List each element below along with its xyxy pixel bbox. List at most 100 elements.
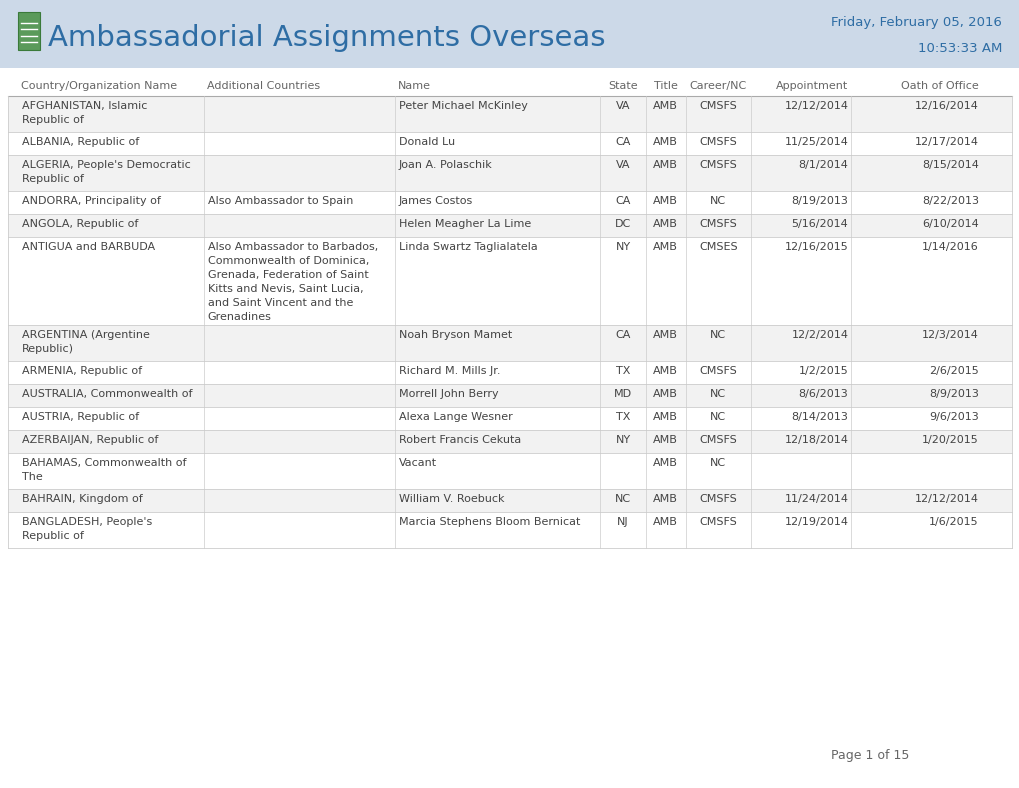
Text: Vacant: Vacant — [398, 458, 436, 468]
Text: Name: Name — [397, 81, 430, 91]
Text: Also Ambassador to Spain: Also Ambassador to Spain — [208, 196, 353, 206]
Text: Oath of Office: Oath of Office — [900, 81, 978, 91]
Text: Appointment: Appointment — [775, 81, 848, 91]
FancyBboxPatch shape — [8, 214, 1011, 237]
Text: CMSFS: CMSFS — [699, 160, 737, 170]
FancyBboxPatch shape — [8, 132, 1011, 155]
Text: AMB: AMB — [652, 196, 678, 206]
Text: Additional Countries: Additional Countries — [207, 81, 320, 91]
Text: NC: NC — [709, 196, 726, 206]
FancyBboxPatch shape — [8, 237, 1011, 325]
FancyBboxPatch shape — [8, 512, 1011, 548]
Text: Linda Swartz Taglialatela: Linda Swartz Taglialatela — [398, 242, 537, 252]
FancyBboxPatch shape — [8, 453, 1011, 489]
Text: ARGENTINA (Argentine
Republic): ARGENTINA (Argentine Republic) — [22, 330, 150, 354]
Text: Marcia Stephens Bloom Bernicat: Marcia Stephens Bloom Bernicat — [398, 517, 580, 527]
Text: ALBANIA, Republic of: ALBANIA, Republic of — [22, 137, 140, 147]
FancyBboxPatch shape — [8, 325, 1011, 361]
Text: William V. Roebuck: William V. Roebuck — [398, 494, 503, 504]
Text: 1/6/2015: 1/6/2015 — [928, 517, 978, 527]
Text: Career/NC: Career/NC — [689, 81, 746, 91]
Text: AZERBAIJAN, Republic of: AZERBAIJAN, Republic of — [22, 435, 158, 445]
Text: BAHAMAS, Commonwealth of
The: BAHAMAS, Commonwealth of The — [22, 458, 186, 482]
Text: 12/12/2014: 12/12/2014 — [914, 494, 978, 504]
Text: Page 1 of 15: Page 1 of 15 — [830, 749, 908, 761]
Text: 8/19/2013: 8/19/2013 — [791, 196, 848, 206]
Text: VA: VA — [615, 101, 630, 111]
Text: Richard M. Mills Jr.: Richard M. Mills Jr. — [398, 366, 499, 376]
Text: CMSFS: CMSFS — [699, 101, 737, 111]
Text: AMB: AMB — [652, 366, 678, 376]
Text: ALGERIA, People's Democratic
Republic of: ALGERIA, People's Democratic Republic of — [22, 160, 191, 184]
Text: Peter Michael McKinley: Peter Michael McKinley — [398, 101, 527, 111]
Text: NC: NC — [709, 389, 726, 399]
Text: AMB: AMB — [652, 330, 678, 340]
Text: AMB: AMB — [652, 101, 678, 111]
Text: 11/24/2014: 11/24/2014 — [784, 494, 848, 504]
Text: 8/6/2013: 8/6/2013 — [798, 389, 848, 399]
Text: DC: DC — [614, 219, 631, 229]
FancyBboxPatch shape — [8, 96, 1011, 132]
Text: 12/19/2014: 12/19/2014 — [784, 517, 848, 527]
Text: Alexa Lange Wesner: Alexa Lange Wesner — [398, 412, 512, 422]
Text: 8/15/2014: 8/15/2014 — [921, 160, 978, 170]
Text: CMSFS: CMSFS — [699, 494, 737, 504]
Text: CMSFS: CMSFS — [699, 219, 737, 229]
FancyBboxPatch shape — [8, 489, 1011, 512]
Text: 12/16/2015: 12/16/2015 — [784, 242, 848, 252]
Text: AFGHANISTAN, Islamic
Republic of: AFGHANISTAN, Islamic Republic of — [22, 101, 148, 125]
Text: CMSES: CMSES — [698, 242, 737, 252]
Text: 12/17/2014: 12/17/2014 — [914, 137, 978, 147]
Text: James Costos: James Costos — [398, 196, 473, 206]
Text: Ambassadorial Assignments Overseas: Ambassadorial Assignments Overseas — [48, 24, 605, 52]
Text: 2/6/2015: 2/6/2015 — [928, 366, 978, 376]
Text: State: State — [607, 81, 637, 91]
Text: 6/10/2014: 6/10/2014 — [921, 219, 978, 229]
Text: 1/14/2016: 1/14/2016 — [921, 242, 978, 252]
FancyBboxPatch shape — [8, 430, 1011, 453]
Text: Noah Bryson Mamet: Noah Bryson Mamet — [398, 330, 512, 340]
Text: 5/16/2014: 5/16/2014 — [791, 219, 848, 229]
Text: AMB: AMB — [652, 389, 678, 399]
Text: VA: VA — [615, 160, 630, 170]
Text: AUSTRALIA, Commonwealth of: AUSTRALIA, Commonwealth of — [22, 389, 193, 399]
Text: ANDORRA, Principality of: ANDORRA, Principality of — [22, 196, 161, 206]
Text: Morrell John Berry: Morrell John Berry — [398, 389, 497, 399]
FancyBboxPatch shape — [8, 407, 1011, 430]
Text: Joan A. Polaschik: Joan A. Polaschik — [398, 160, 492, 170]
Text: 12/16/2014: 12/16/2014 — [914, 101, 978, 111]
Text: 12/12/2014: 12/12/2014 — [784, 101, 848, 111]
Text: 12/18/2014: 12/18/2014 — [784, 435, 848, 445]
Text: NJ: NJ — [616, 517, 628, 527]
FancyBboxPatch shape — [0, 0, 1019, 68]
Text: CMSFS: CMSFS — [699, 366, 737, 376]
FancyBboxPatch shape — [8, 155, 1011, 191]
Text: CMSFS: CMSFS — [699, 517, 737, 527]
Text: AMB: AMB — [652, 219, 678, 229]
Text: CA: CA — [614, 137, 630, 147]
Text: Title: Title — [653, 81, 677, 91]
FancyBboxPatch shape — [8, 384, 1011, 407]
Text: 8/1/2014: 8/1/2014 — [798, 160, 848, 170]
Text: Helen Meagher La Lime: Helen Meagher La Lime — [398, 219, 530, 229]
Text: AMB: AMB — [652, 517, 678, 527]
Text: 9/6/2013: 9/6/2013 — [928, 412, 978, 422]
Text: 1/2/2015: 1/2/2015 — [798, 366, 848, 376]
Text: AMB: AMB — [652, 242, 678, 252]
Text: 8/9/2013: 8/9/2013 — [928, 389, 978, 399]
Text: 8/22/2013: 8/22/2013 — [921, 196, 978, 206]
Text: 1/20/2015: 1/20/2015 — [921, 435, 978, 445]
Text: CA: CA — [614, 196, 630, 206]
Text: AMB: AMB — [652, 160, 678, 170]
Text: AMB: AMB — [652, 435, 678, 445]
Text: AMB: AMB — [652, 494, 678, 504]
Text: Friday, February 05, 2016: Friday, February 05, 2016 — [830, 16, 1001, 28]
FancyBboxPatch shape — [18, 12, 40, 50]
Text: AMB: AMB — [652, 137, 678, 147]
Text: NY: NY — [614, 242, 630, 252]
Text: MD: MD — [613, 389, 632, 399]
Text: TX: TX — [615, 412, 630, 422]
Text: 10:53:33 AM: 10:53:33 AM — [917, 42, 1001, 54]
Text: ANGOLA, Republic of: ANGOLA, Republic of — [22, 219, 139, 229]
Text: NC: NC — [709, 458, 726, 468]
